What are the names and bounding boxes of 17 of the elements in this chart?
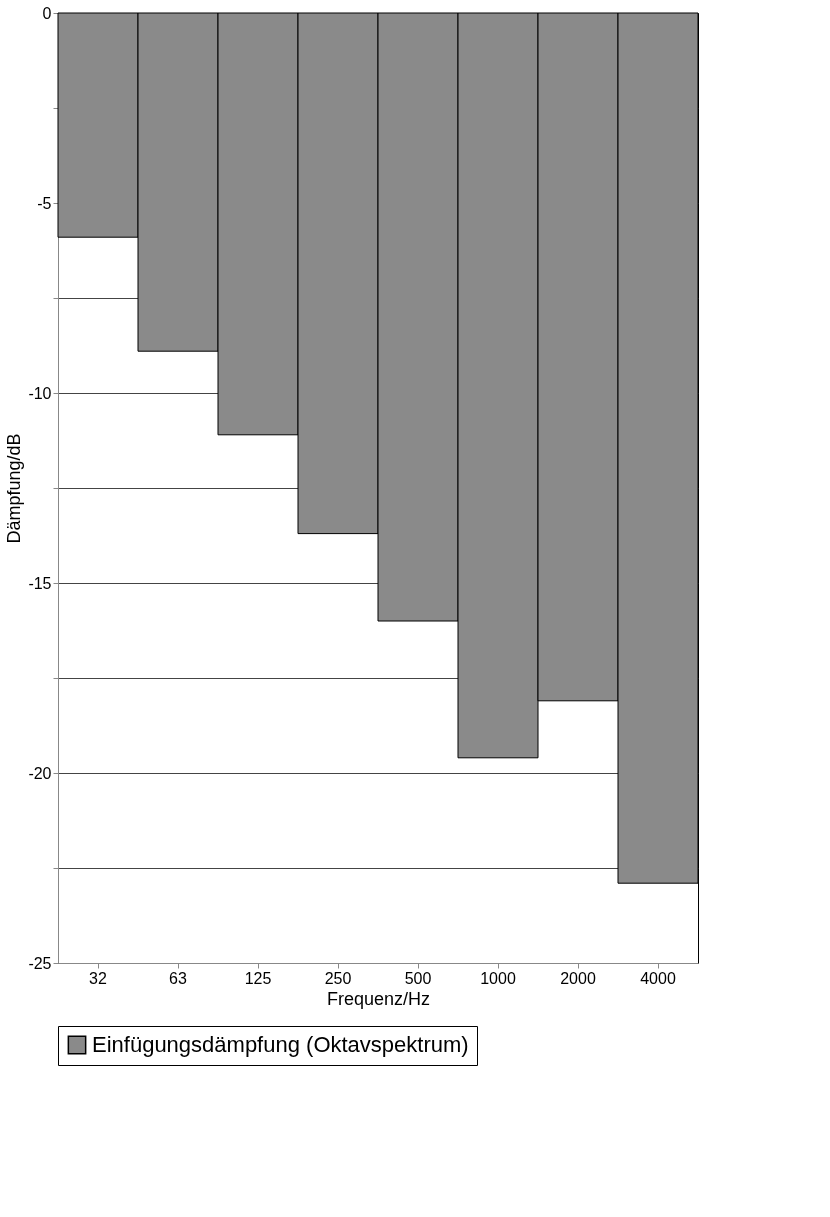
y-tick-label: -15 <box>28 574 52 592</box>
y-tick-label: -25 <box>28 954 52 972</box>
y-tick-label: 0 <box>42 4 52 22</box>
x-tick-label: 125 <box>244 969 272 987</box>
y-axis-title: Dämpfung/dB <box>4 433 25 544</box>
y-tick-label: -5 <box>37 194 52 212</box>
x-tick-label: 2000 <box>560 969 596 987</box>
y-tick-label: -10 <box>28 384 52 402</box>
y-tick-label: -20 <box>28 764 52 782</box>
x-tick-label: 63 <box>169 969 187 987</box>
x-tick-label: 500 <box>404 969 432 987</box>
x-tick-label: 1000 <box>480 969 516 987</box>
x-tick-label: 4000 <box>640 969 676 987</box>
x-tick-label: 250 <box>324 969 352 987</box>
legend-label: Einfügungsdämpfung (Oktavspektrum) <box>92 1032 469 1057</box>
x-axis-title: Frequenz/Hz <box>326 988 431 1009</box>
x-tick-label: 32 <box>89 969 107 987</box>
